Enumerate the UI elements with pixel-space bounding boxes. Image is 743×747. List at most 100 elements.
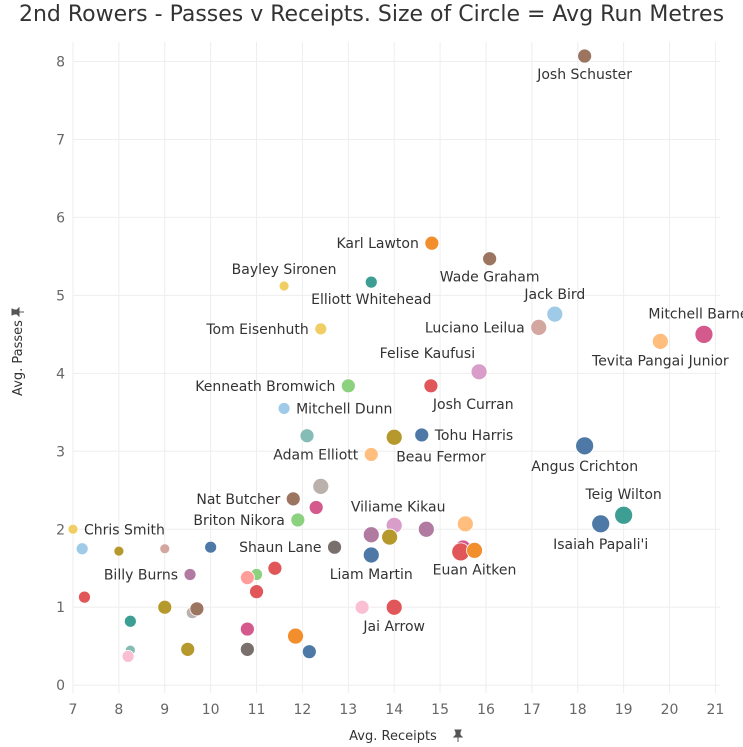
x-tick-label: 19 xyxy=(615,702,633,718)
data-point[interactable] xyxy=(189,601,205,617)
point-label: Angus Crichton xyxy=(531,459,638,475)
x-tick-label: 12 xyxy=(294,702,312,718)
x-tick-label: 15 xyxy=(431,702,449,718)
data-point[interactable] xyxy=(456,515,474,533)
data-point[interactable] xyxy=(113,545,125,557)
x-tick-label: 10 xyxy=(202,702,220,718)
point-label: Josh Schuster xyxy=(536,67,632,83)
data-point[interactable] xyxy=(204,540,218,554)
data-point[interactable] xyxy=(546,305,564,323)
data-point[interactable] xyxy=(363,447,379,462)
x-tick-label: 18 xyxy=(569,702,587,718)
data-point[interactable] xyxy=(75,542,89,556)
data-point[interactable] xyxy=(290,512,306,528)
point-label: Nat Butcher xyxy=(196,492,280,508)
data-point[interactable] xyxy=(327,539,342,555)
data-point[interactable] xyxy=(249,584,264,600)
data-point[interactable] xyxy=(423,378,439,394)
data-point[interactable] xyxy=(285,491,301,507)
data-point[interactable] xyxy=(277,402,291,415)
x-tick-label: 21 xyxy=(706,702,724,718)
data-point[interactable] xyxy=(157,599,173,615)
data-point[interactable] xyxy=(424,235,440,251)
data-point[interactable] xyxy=(239,570,255,586)
point-labels: Josh Schuster Karl Lawton Wade Graham Bayle… xyxy=(84,67,743,635)
data-point[interactable] xyxy=(381,528,399,546)
data-point[interactable] xyxy=(239,621,255,637)
data-point[interactable] xyxy=(123,614,137,628)
chart-title: 2nd Rowers - Passes v Receipts. Size of … xyxy=(18,2,725,27)
point-label: Shaun Lane xyxy=(239,540,321,556)
point-label: Jack Bird xyxy=(523,287,585,303)
data-point[interactable] xyxy=(362,526,380,544)
x-tick-label: 9 xyxy=(160,702,169,718)
data-point[interactable] xyxy=(278,280,290,292)
y-tick-label: 1 xyxy=(56,600,65,616)
point-label: Liam Martin xyxy=(330,567,413,583)
data-point[interactable] xyxy=(121,649,135,663)
point-label: Chris Smith xyxy=(84,522,165,538)
data-point[interactable] xyxy=(482,251,498,267)
data-point[interactable] xyxy=(183,568,197,581)
point-label: Kenneath Bromwich xyxy=(195,379,335,395)
data-point[interactable] xyxy=(470,363,488,381)
point-label: Wade Graham xyxy=(440,270,540,286)
y-tick-label: 6 xyxy=(56,210,65,226)
data-point[interactable] xyxy=(239,641,255,657)
data-points xyxy=(67,48,714,663)
x-axis-ticks: 7 8 9 10 11 12 13 14 15 16 17 18 19 20 21 xyxy=(69,702,725,718)
y-tick-label: 4 xyxy=(56,366,65,382)
data-point[interactable] xyxy=(362,546,380,564)
data-point[interactable] xyxy=(267,560,283,576)
data-point[interactable] xyxy=(575,436,595,456)
y-tick-label: 7 xyxy=(56,132,65,148)
data-point[interactable] xyxy=(466,541,483,559)
data-point[interactable] xyxy=(159,543,171,555)
data-point[interactable] xyxy=(414,427,430,443)
point-label: Isaiah Papali'i xyxy=(553,537,648,553)
data-point[interactable] xyxy=(299,428,315,444)
point-label: Luciano Leilua xyxy=(425,320,525,336)
point-label: Tom Eisenhuth xyxy=(205,322,308,338)
x-tick-label: 11 xyxy=(248,702,266,718)
data-point[interactable] xyxy=(67,523,79,535)
y-tick-label: 8 xyxy=(56,54,65,70)
data-point[interactable] xyxy=(354,599,370,615)
x-tick-label: 16 xyxy=(477,702,495,718)
data-point[interactable] xyxy=(651,332,669,350)
data-point[interactable] xyxy=(385,428,403,446)
data-point[interactable] xyxy=(364,275,378,289)
x-tick-label: 20 xyxy=(661,702,679,718)
x-tick-label: 14 xyxy=(385,702,403,718)
data-point[interactable] xyxy=(591,514,611,534)
point-label: Mitchell Barnett xyxy=(648,306,743,322)
data-point[interactable] xyxy=(308,500,324,515)
data-point[interactable] xyxy=(314,322,328,336)
x-tick-label: 8 xyxy=(114,702,123,718)
data-point[interactable] xyxy=(417,520,435,538)
point-label: Jai Arrow xyxy=(362,619,425,635)
point-label: Adam Elliott xyxy=(273,447,358,463)
x-axis-title[interactable]: Avg. Receipts xyxy=(349,729,437,744)
data-point[interactable] xyxy=(577,48,593,64)
data-point[interactable] xyxy=(78,590,91,604)
data-point[interactable] xyxy=(614,505,634,525)
data-point[interactable] xyxy=(694,324,714,344)
data-point[interactable] xyxy=(312,477,330,495)
point-label: Billy Burns xyxy=(104,567,178,583)
y-axis-ticks: 0 1 2 3 4 5 6 7 8 xyxy=(56,54,65,694)
x-tick-label: 13 xyxy=(339,702,357,718)
data-point[interactable] xyxy=(287,627,304,645)
pin-icon xyxy=(11,306,24,318)
point-label: Karl Lawton xyxy=(336,236,418,252)
data-point[interactable] xyxy=(180,641,196,657)
point-label: Elliott Whitehead xyxy=(311,292,431,308)
data-point[interactable] xyxy=(385,598,403,616)
data-point[interactable] xyxy=(530,318,548,336)
y-tick-label: 5 xyxy=(56,288,65,304)
y-tick-label: 2 xyxy=(56,522,65,538)
y-axis-title[interactable]: Avg. Passes xyxy=(11,320,26,396)
data-point[interactable] xyxy=(301,644,317,660)
point-label: Tevita Pangai Junior xyxy=(591,353,729,369)
data-point[interactable] xyxy=(340,378,356,394)
